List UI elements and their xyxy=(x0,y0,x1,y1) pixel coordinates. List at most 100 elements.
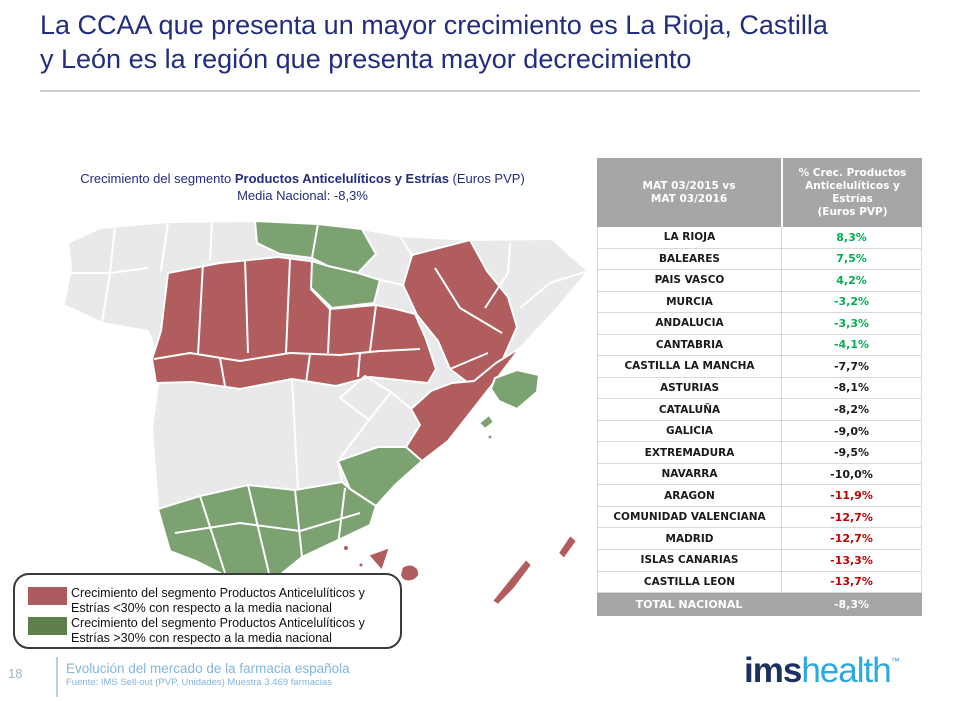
value-cell: -10,0% xyxy=(781,463,921,485)
imshealth-logo: imshealth™ xyxy=(744,651,900,691)
table-row: GALICIA -9,0% xyxy=(598,420,921,443)
map-region-andalucia xyxy=(157,481,377,606)
table-row: LA RIOJA 8,3% xyxy=(598,227,921,249)
caption-segment: Productos Anticelulíticos y Estrías xyxy=(234,171,449,186)
logo-ims: ims xyxy=(744,651,802,690)
title-divider xyxy=(40,90,920,92)
map-region-gran-canaria xyxy=(399,563,421,583)
data-table: MAT 03/2015 vs MAT 03/2016 % Crec. Produ… xyxy=(597,158,922,616)
footer-divider xyxy=(56,657,58,697)
footer-source: Evolución del mercado de la farmacia esp… xyxy=(66,660,350,689)
total-value: -8,3% xyxy=(833,598,870,611)
table-row: ARAGON -11,9% xyxy=(598,485,921,507)
table-row: ANDALUCIA -3,3% xyxy=(598,313,921,335)
table-row: MURCIA -3,2% xyxy=(598,291,921,314)
legend-label-red: Crecimiento del segmento Productos Antic… xyxy=(71,586,365,615)
table-row: MADRID -12,7% xyxy=(598,528,921,550)
map-region-la-rioja xyxy=(310,260,381,309)
map-region-lanzarote xyxy=(557,534,578,560)
value-cell: -3,3% xyxy=(781,313,921,334)
map-region-gomera xyxy=(357,561,365,569)
map-region-castilla-y-leon xyxy=(151,256,437,390)
table-row: EXTREMADURA -9,5% xyxy=(598,442,921,464)
table-row: CANTABRIA -4,1% xyxy=(598,334,921,357)
value-cell: -13,3% xyxy=(781,549,921,571)
legend-label-green: Crecimiento del segmento Productos Antic… xyxy=(71,616,365,645)
province-borders xyxy=(68,221,589,604)
table-row: ASTURIAS -8,1% xyxy=(598,377,921,400)
value-cell: -11,9% xyxy=(781,485,921,506)
table-total-row: TOTAL NACIONAL -8,3% xyxy=(597,593,922,616)
header-period: MAT 03/2015 vs MAT 03/2016 xyxy=(597,158,781,227)
caption-national-average: Media Nacional: -8,3% xyxy=(237,188,368,203)
map-region-tenerife xyxy=(367,546,391,572)
region-cell: CASTILLA LA MANCHA xyxy=(624,360,755,373)
table-body: LA RIOJA 8,3% BALEARES 7,5% PAIS VASCO 4,2% MU… xyxy=(597,227,922,594)
region-cell: GALICIA xyxy=(665,425,714,438)
table-row: CATALUÑA -8,2% xyxy=(598,399,921,421)
map-region-cantabria xyxy=(254,220,319,259)
footer-title: Evolución del mercado de la farmacia esp… xyxy=(66,661,350,676)
value-cell: -8,2% xyxy=(781,399,921,420)
map-caption: Crecimiento del segmento Productos Antic… xyxy=(40,170,565,204)
region-cell: CANTABRIA xyxy=(655,338,724,351)
value-cell: -3,2% xyxy=(781,291,921,313)
table-row: CASTILLA LA MANCHA -7,7% xyxy=(598,356,921,378)
legend-swatch-red xyxy=(28,587,67,605)
value-cell: 4,2% xyxy=(781,270,921,291)
table-row: ISLAS CANARIAS -13,3% xyxy=(598,549,921,572)
region-cell: PAIS VASCO xyxy=(654,274,725,287)
value-cell: -8,1% xyxy=(781,377,921,399)
caption-suffix: (Euros PVP) xyxy=(448,171,525,186)
title-line1: La CCAA que presenta un mayor crecimient… xyxy=(40,10,828,40)
table-row: CASTILLA LEON -13,7% xyxy=(598,571,921,594)
map-region-comunidad-valenciana xyxy=(405,347,521,462)
region-cell: ISLAS CANARIAS xyxy=(640,554,739,567)
value-cell: -4,1% xyxy=(781,334,921,356)
total-label: TOTAL NACIONAL xyxy=(635,598,743,611)
footer-source-line: Fuente: IMS Sell-out (PVP, Unidades) Mue… xyxy=(66,677,332,688)
value-cell: -7,7% xyxy=(781,356,921,377)
page-number: 18 xyxy=(8,666,23,681)
table-row: NAVARRA -10,0% xyxy=(598,463,921,486)
caption-prefix: Crecimiento del segmento xyxy=(80,171,235,186)
page-title: La CCAA que presenta un mayor crecimient… xyxy=(40,8,940,76)
legend-entry-green: Crecimiento del segmento Productos Antic… xyxy=(28,616,390,646)
region-cell: NAVARRA xyxy=(661,468,718,481)
region-cell: ANDALUCIA xyxy=(655,317,724,330)
map-region-fuerteventura xyxy=(491,558,533,606)
map-region-mallorca xyxy=(490,369,540,410)
value-cell: -13,7% xyxy=(781,571,921,593)
region-cell: ASTURIAS xyxy=(659,381,720,394)
region-cell: COMUNIDAD VALENCIANA xyxy=(613,511,766,524)
title-line2: y León es la región que presenta mayor d… xyxy=(40,44,692,74)
spain-choropleth-map xyxy=(63,220,589,606)
map-region-la-palma xyxy=(342,544,350,552)
region-cell: MADRID xyxy=(665,532,714,545)
region-cell: MURCIA xyxy=(666,295,713,308)
region-cell: CASTILLA LEON xyxy=(643,575,736,588)
region-cell: ARAGON xyxy=(664,489,715,502)
value-cell: -9,5% xyxy=(781,442,921,463)
map-region-navarra xyxy=(357,228,413,286)
table-row: PAIS VASCO 4,2% xyxy=(598,270,921,292)
value-cell: 7,5% xyxy=(781,248,921,270)
header-metric: % Crec. Productos Anticelulíticos y Estr… xyxy=(783,158,922,227)
legend-entry-red: Crecimiento del segmento Productos Antic… xyxy=(28,586,390,616)
map-legend: Crecimiento del segmento Productos Antic… xyxy=(13,573,402,649)
value-cell: -12,7% xyxy=(781,528,921,549)
value-cell: -12,7% xyxy=(781,506,921,528)
table-row: BALEARES 7,5% xyxy=(598,248,921,271)
logo-health: health xyxy=(801,651,891,690)
map-region-baleares-islet xyxy=(486,433,494,441)
region-cell: EXTREMADURA xyxy=(644,446,735,459)
value-cell: -9,0% xyxy=(781,420,921,442)
value-cell: 8,3% xyxy=(781,227,921,248)
region-cell: CATALUÑA xyxy=(658,403,721,416)
map-region-ibiza xyxy=(478,414,495,430)
legend-swatch-green xyxy=(28,617,67,635)
region-cell: LA RIOJA xyxy=(663,231,716,244)
table-header: MAT 03/2015 vs MAT 03/2016 % Crec. Produ… xyxy=(597,158,922,227)
table-row: COMUNIDAD VALENCIANA -12,7% xyxy=(598,506,921,529)
